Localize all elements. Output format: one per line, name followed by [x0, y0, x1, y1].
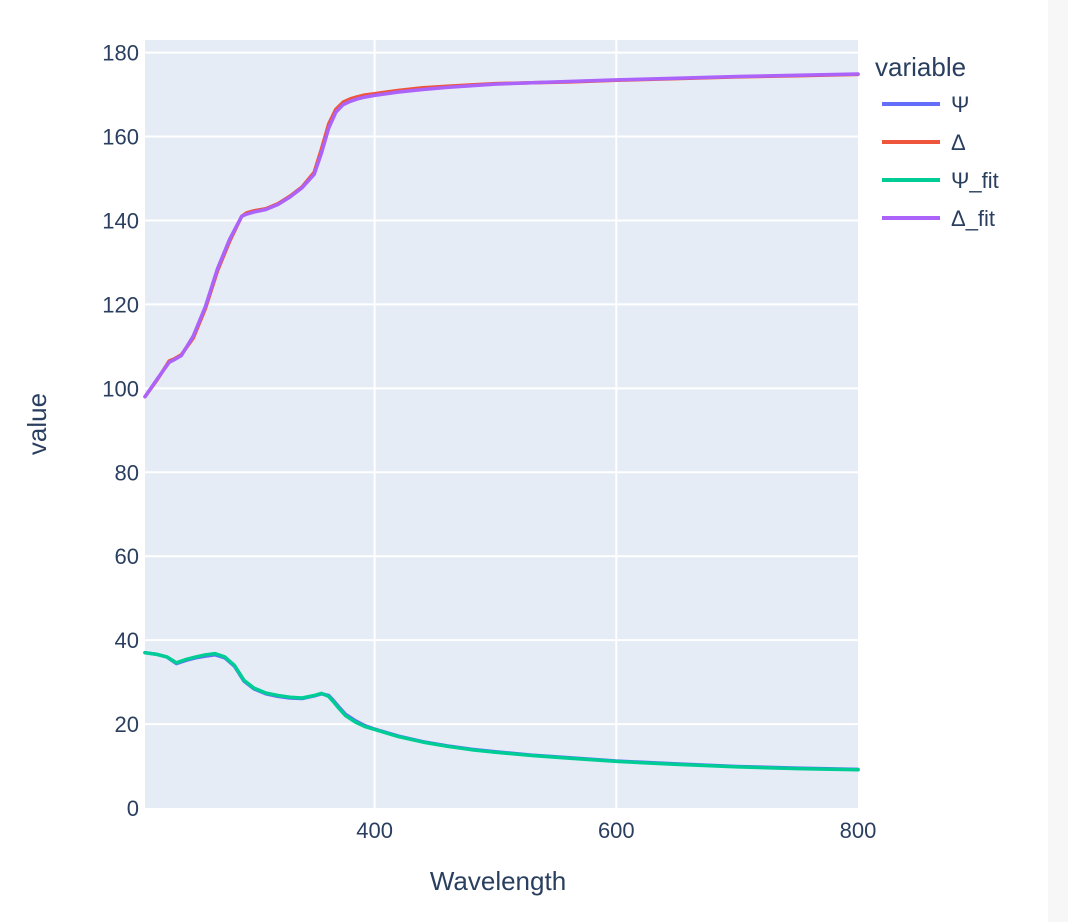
x-gridlines [373, 40, 618, 808]
legend-label-2[interactable]: Ψ_fit [951, 168, 999, 193]
series-line-3 [143, 72, 860, 399]
page-edge-strip [1048, 0, 1068, 922]
y-tick-label: 80 [115, 460, 139, 485]
series-lines [143, 72, 860, 772]
legend-title: variable [875, 52, 966, 82]
y-tick-label: 20 [115, 712, 139, 737]
y-tick-label: 100 [102, 376, 139, 401]
y-tick-label: 160 [102, 125, 139, 150]
legend-items: ΨΔ Ψ_fit Δ_fit [882, 92, 999, 231]
y-tick-labels: 0 20 40 60 80 100 120 140 160 180 [102, 41, 139, 821]
legend-label-0[interactable]: Ψ [951, 92, 969, 117]
y-tick-label: 120 [102, 292, 139, 317]
legend: variable ΨΔ Ψ_fit Δ_fit [875, 52, 999, 231]
x-tick-label: 600 [598, 818, 635, 843]
y-tick-label: 60 [115, 544, 139, 569]
y-tick-label: 180 [102, 41, 139, 66]
plot-area-background [145, 40, 858, 808]
legend-label-3[interactable]: Δ_fit [951, 206, 995, 231]
x-tick-label: 400 [356, 818, 393, 843]
legend-label-1[interactable]: Δ [951, 130, 966, 155]
y-tick-label: 0 [127, 796, 139, 821]
y-gridlines [145, 51, 858, 726]
x-tick-labels: 400 600 800 [356, 818, 876, 843]
y-tick-label: 140 [102, 208, 139, 233]
x-axis-title: Wavelength [430, 866, 566, 896]
x-tick-label: 800 [840, 818, 877, 843]
y-tick-label: 40 [115, 628, 139, 653]
series-line-2 [143, 650, 860, 772]
y-axis-title: value [22, 393, 52, 455]
